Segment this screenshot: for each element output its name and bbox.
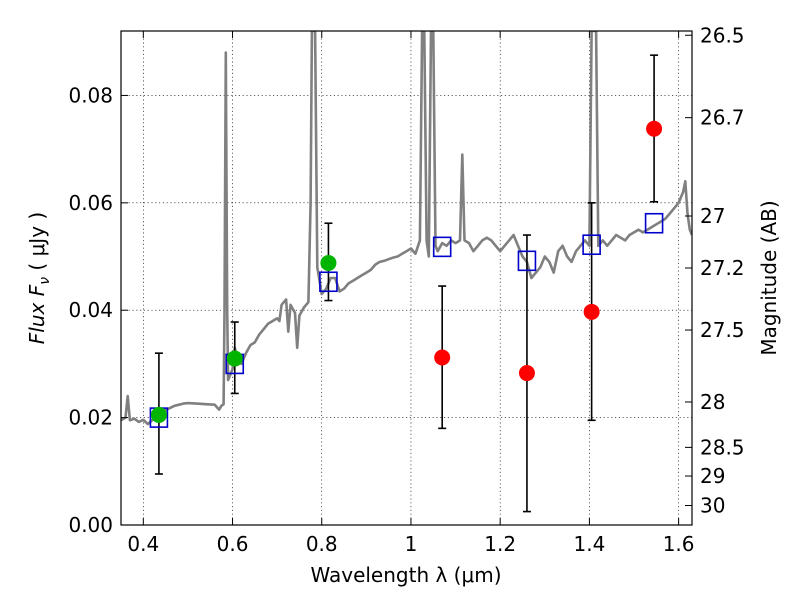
non-detection-point [646, 120, 663, 137]
y-axis-title-subscript: ν [37, 277, 53, 285]
model-spectrum-line [121, 31, 692, 426]
magnitude-tick-label: 28.5 [700, 435, 745, 459]
x-tick-label: 0.4 [127, 532, 159, 556]
magnitude-tick-label: 26.7 [700, 106, 745, 130]
x-tick-label: 1 [405, 532, 418, 556]
plot-background [121, 31, 692, 525]
detection-point [226, 350, 243, 367]
model-square-layer [149, 212, 664, 428]
magnitude-tick-label: 28 [700, 390, 725, 414]
y2-axis-title: Magnitude (AB) [757, 200, 781, 355]
x-tick-label: 0.8 [306, 532, 338, 556]
y-tick-label: 0.00 [68, 513, 113, 537]
x-tick-label: 1.4 [573, 532, 605, 556]
detection-point [320, 254, 337, 271]
x-tick-label: 1.6 [663, 532, 695, 556]
magnitude-tick-label: 27 [700, 204, 725, 228]
y-axis-title-main: Flux F [25, 284, 49, 344]
x-tick-label: 0.6 [217, 532, 249, 556]
x-axis-title: Wavelength λ (μm) [310, 563, 501, 587]
non-detection-point [518, 365, 535, 382]
magnitude-tick-label: 29 [700, 464, 725, 488]
model-photometry-square [582, 234, 601, 256]
y-tick-label: 0.02 [68, 406, 113, 430]
model-photometry-square [319, 271, 338, 293]
model-photometry-square [517, 250, 537, 272]
y-axis-title: Flux Fν ( μJy ) [25, 212, 53, 344]
non-detection-point [583, 303, 600, 320]
magnitude-tick-label: 27.5 [700, 318, 745, 342]
x-tick-label: 1.2 [484, 532, 516, 556]
model-photometry-square [432, 236, 452, 258]
magnitude-tick-label: 26.5 [700, 23, 745, 47]
y-tick-label: 0.06 [68, 191, 113, 215]
detection-point [150, 406, 167, 423]
data-point-layer [150, 120, 663, 423]
y-tick-label: 0.08 [68, 83, 113, 107]
model-photometry-square [644, 212, 664, 234]
plot-frame [120, 30, 693, 526]
magnitude-tick-label: 30 [700, 494, 725, 518]
y-tick-label: 0.04 [68, 298, 113, 322]
non-detection-point [434, 349, 451, 366]
spectrum-layer [121, 31, 692, 426]
magnitude-tick-label: 27.2 [700, 256, 745, 280]
y-axis-title-unit: ( μJy ) [25, 212, 49, 277]
ticks: 0.4 0.6 0.8 1 1.2 1.4 1.6 0.00 0.02 0.04 0.06 0.08 2… [68, 23, 744, 556]
